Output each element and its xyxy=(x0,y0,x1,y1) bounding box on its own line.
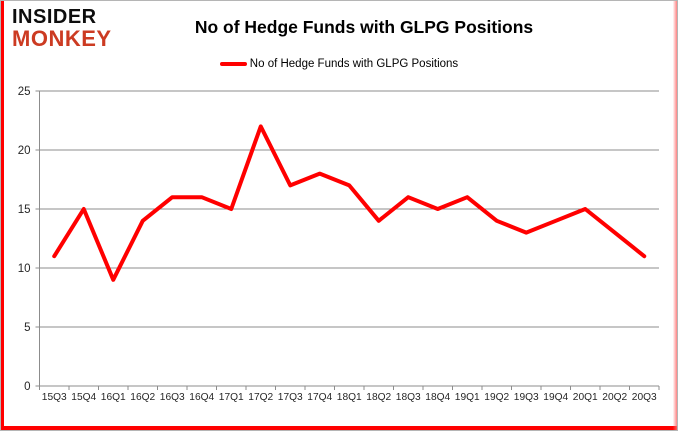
svg-text:25: 25 xyxy=(18,86,31,98)
svg-text:18Q4: 18Q4 xyxy=(425,392,450,403)
svg-text:16Q3: 16Q3 xyxy=(160,392,185,403)
logo-monkey-text: MONKEY xyxy=(12,25,112,51)
svg-text:20Q2: 20Q2 xyxy=(602,392,627,403)
frame-bottom-accent xyxy=(1,426,677,430)
svg-text:10: 10 xyxy=(18,263,31,275)
legend-line-swatch xyxy=(219,62,247,66)
svg-text:19Q4: 19Q4 xyxy=(543,392,568,403)
svg-text:16Q2: 16Q2 xyxy=(130,392,155,403)
chart-title: No of Hedge Funds with GLPG Positions xyxy=(194,17,534,37)
svg-text:15Q3: 15Q3 xyxy=(42,392,67,403)
svg-text:17Q3: 17Q3 xyxy=(278,392,303,403)
svg-text:20Q1: 20Q1 xyxy=(573,392,598,403)
svg-text:15: 15 xyxy=(18,204,31,216)
insider-monkey-logo: INSIDER MONKEY xyxy=(12,6,112,51)
svg-text:20Q3: 20Q3 xyxy=(632,392,657,403)
svg-text:19Q1: 19Q1 xyxy=(455,392,480,403)
svg-text:15Q4: 15Q4 xyxy=(71,392,96,403)
legend-label: No of Hedge Funds with GLPG Positions xyxy=(249,58,459,70)
svg-text:18Q3: 18Q3 xyxy=(396,392,421,403)
svg-text:16Q4: 16Q4 xyxy=(189,392,214,403)
frame-left-accent xyxy=(1,1,4,430)
line-chart: 0 5 10 15 20 25 15Q3 15Q4 16Q1 16Q2 16Q3 16Q4 17Q1 17… xyxy=(18,86,660,403)
svg-text:19Q3: 19Q3 xyxy=(514,392,539,403)
svg-text:17Q1: 17Q1 xyxy=(219,392,244,403)
svg-text:20: 20 xyxy=(18,145,31,157)
svg-text:19Q2: 19Q2 xyxy=(484,392,509,403)
svg-text:17Q4: 17Q4 xyxy=(307,392,332,403)
svg-text:17Q2: 17Q2 xyxy=(248,392,273,403)
legend: No of Hedge Funds with GLPG Positions xyxy=(1,58,677,70)
frame-right-accent xyxy=(673,1,677,430)
svg-text:18Q1: 18Q1 xyxy=(337,392,362,403)
logo-insider-text: INSIDER xyxy=(12,6,97,28)
svg-text:5: 5 xyxy=(24,322,30,334)
svg-text:16Q1: 16Q1 xyxy=(101,392,126,403)
svg-text:0: 0 xyxy=(24,381,30,393)
svg-text:18Q2: 18Q2 xyxy=(366,392,391,403)
